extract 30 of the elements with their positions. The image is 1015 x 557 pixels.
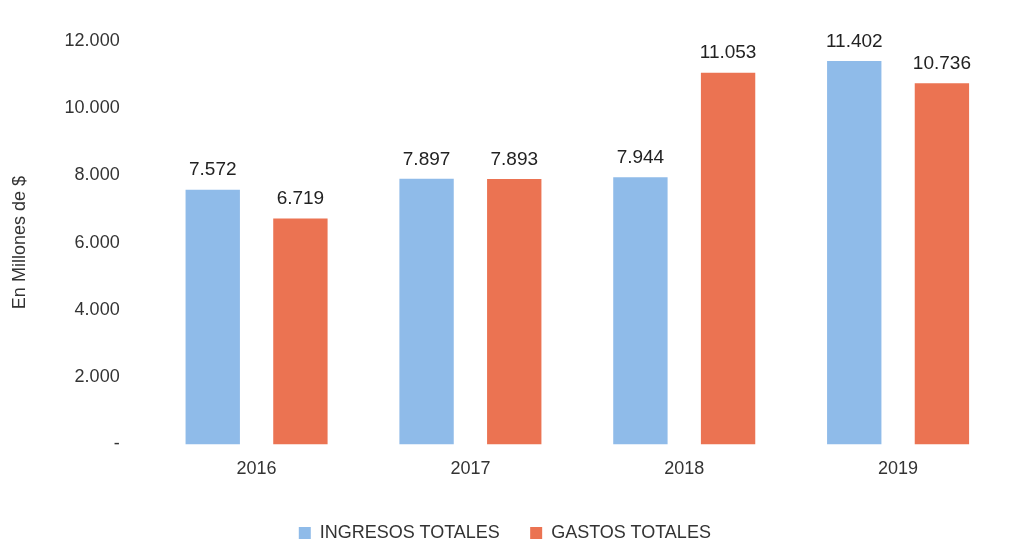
data-label: 11.053 (699, 41, 757, 63)
data-label: 7.893 (490, 147, 539, 169)
x-tick-label: 2018 (664, 458, 705, 479)
bar (827, 60, 882, 445)
x-tick-label: 2016 (236, 458, 277, 479)
y-tick-label: 2.000 (74, 366, 120, 387)
y-tick-label: 8.000 (74, 164, 120, 185)
data-label: 10.736 (912, 52, 971, 74)
y-tick-label: 6.000 (74, 231, 120, 252)
y-tick-label: - (113, 433, 120, 454)
y-tick-label: 4.000 (74, 298, 120, 319)
y-tick-label: 12.000 (64, 29, 120, 50)
data-label: 7.572 (188, 158, 237, 180)
data-label: 7.897 (402, 147, 451, 169)
legend-label: INGRESOS TOTALES (319, 521, 500, 542)
legend-label: GASTOS TOTALES (551, 521, 711, 542)
bar (914, 83, 970, 445)
bar (700, 72, 756, 445)
data-label: 6.719 (276, 187, 325, 209)
bar (487, 178, 542, 445)
bar (185, 189, 240, 445)
y-axis-title: En Millones de $ (8, 176, 29, 310)
data-label: 11.402 (825, 29, 883, 51)
y-tick-label: 10.000 (64, 97, 120, 118)
bar (613, 177, 668, 445)
bar (273, 218, 328, 445)
x-tick-label: 2017 (450, 458, 491, 479)
data-label: 7.944 (616, 145, 665, 167)
x-tick-label: 2019 (878, 458, 919, 479)
bar (399, 178, 454, 445)
